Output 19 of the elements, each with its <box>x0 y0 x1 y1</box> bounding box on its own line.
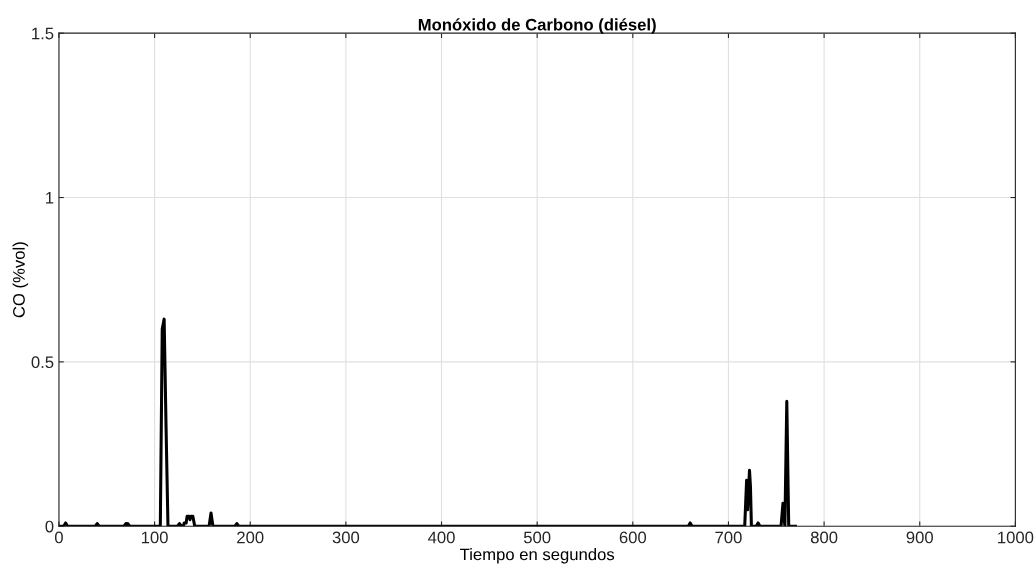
x-tick-label: 0 <box>54 531 63 544</box>
x-tick-label: 100 <box>141 531 168 544</box>
x-tick-label: 900 <box>906 531 933 544</box>
y-tick-label: 1.5 <box>32 27 54 40</box>
chart-title: Monóxido de Carbono (diésel) <box>418 18 656 34</box>
y-tick-label: 1 <box>46 192 54 204</box>
y-tick-label: 0 <box>45 520 54 533</box>
y-axis-title: CO (%vol) <box>12 242 29 318</box>
y-tick-label: 0.5 <box>31 356 54 369</box>
x-tick-label: 700 <box>715 531 742 544</box>
x-tick-label: 800 <box>810 531 838 544</box>
line-series <box>58 317 797 527</box>
x-tick-label: 500 <box>523 531 551 544</box>
x-tick-label: 200 <box>237 531 264 544</box>
x-tick-label: 1000 <box>998 531 1034 544</box>
x-tick-label: 400 <box>428 531 455 544</box>
x-tick-label: 600 <box>619 531 647 544</box>
x-axis-title: Tiempo en segundos <box>460 548 615 564</box>
x-tick-label: 300 <box>332 531 360 544</box>
